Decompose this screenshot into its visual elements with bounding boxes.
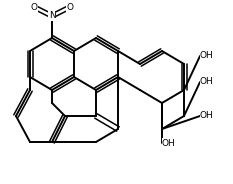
Text: OH: OH xyxy=(200,52,214,61)
Text: N: N xyxy=(49,11,55,20)
Text: O: O xyxy=(31,3,38,11)
Text: OH: OH xyxy=(162,139,176,148)
Text: OH: OH xyxy=(200,77,214,86)
Text: O: O xyxy=(66,3,73,11)
Text: OH: OH xyxy=(200,112,214,121)
